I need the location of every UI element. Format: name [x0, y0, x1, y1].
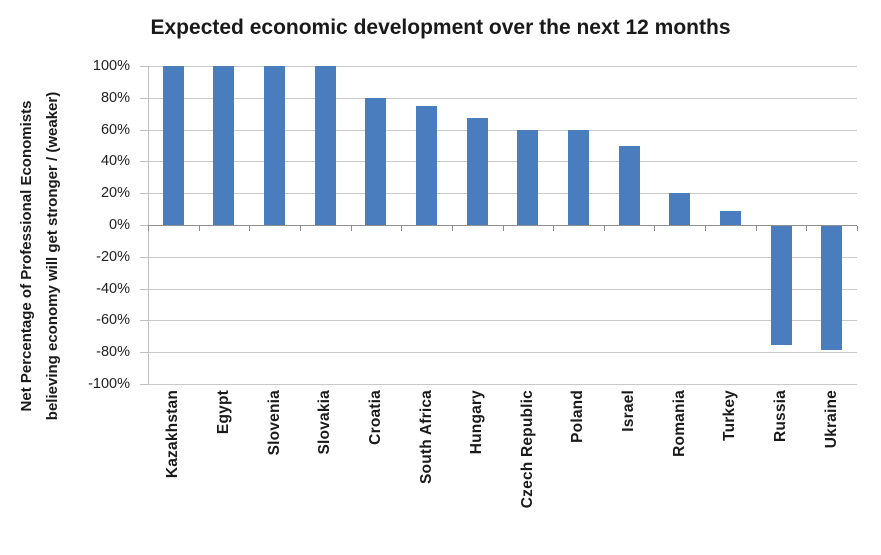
gridline: [148, 193, 857, 195]
x-axis-tick: [553, 226, 554, 231]
zero-axis-line: [148, 225, 857, 226]
bar-poland: [567, 129, 589, 225]
x-category-cell: Poland: [553, 390, 604, 548]
y-tick-label: 20%: [100, 185, 130, 202]
bar-south-africa: [416, 105, 438, 225]
y-axis-tick: [140, 129, 148, 131]
x-category-cell: Slovenia: [249, 390, 300, 548]
gridline: [148, 384, 857, 385]
gridline: [148, 320, 857, 322]
x-axis-tick: [857, 226, 858, 231]
y-tick-label: -20%: [96, 248, 130, 265]
y-axis-tick: [140, 193, 148, 195]
x-category-label-south-africa: South Africa: [417, 390, 435, 484]
x-axis-tick: [249, 226, 250, 231]
x-category-label-poland: Poland: [569, 390, 587, 443]
y-tick-label: -100%: [88, 376, 130, 392]
bar-romania: [669, 193, 691, 225]
x-axis-tick: [806, 226, 807, 231]
x-category-label-slovakia: Slovakia: [316, 390, 334, 455]
gridline: [148, 256, 857, 258]
y-axis-tick: [140, 384, 148, 385]
bar-russia: [770, 226, 792, 346]
x-axis-tick: [401, 226, 402, 231]
x-category-cell: Romania: [654, 390, 705, 548]
x-category-cell: Israel: [604, 390, 655, 548]
y-axis-tick: [140, 66, 148, 67]
bar-egypt: [213, 66, 235, 225]
bar-slovenia: [264, 66, 286, 225]
x-axis-tick: [705, 226, 706, 231]
x-axis-tick: [351, 226, 352, 231]
y-axis-tick: [140, 320, 148, 322]
gridline: [148, 161, 857, 163]
x-category-cell: South Africa: [401, 390, 452, 548]
x-category-cell: Ukraine: [806, 390, 857, 548]
gridline: [148, 97, 857, 99]
y-axis-tick-labels: 100% 80% 60% 40% 20% 0% -20% -40% -60% -80% -100%: [0, 58, 130, 392]
bar-ukraine: [821, 226, 843, 351]
x-category-cell: Hungary: [452, 390, 503, 548]
y-axis-tick: [140, 161, 148, 163]
x-axis-tick: [756, 226, 757, 231]
bar-hungary: [466, 118, 488, 225]
bar-slovakia: [314, 66, 336, 225]
x-category-cell: Kazakhstan: [148, 390, 199, 548]
y-tick-label: 40%: [100, 153, 130, 170]
x-category-cell: Czech Republic: [503, 390, 554, 548]
x-category-cell: Slovakia: [300, 390, 351, 548]
x-category-label-hungary: Hungary: [468, 390, 486, 455]
x-category-label-romania: Romania: [670, 390, 688, 457]
y-tick-label: -60%: [96, 312, 130, 329]
y-tick-label: -80%: [96, 344, 130, 361]
x-category-label-czech-republic: Czech Republic: [518, 390, 536, 509]
x-axis-tick: [604, 226, 605, 231]
bar-kazakhstan: [162, 66, 184, 225]
y-tick-label: 100%: [92, 58, 130, 74]
bar-turkey: [719, 210, 741, 225]
x-category-label-turkey: Turkey: [721, 390, 739, 441]
gridline: [148, 352, 857, 354]
y-axis-tick: [140, 288, 148, 290]
x-category-label-russia: Russia: [772, 390, 790, 443]
bar-israel: [618, 145, 640, 225]
y-tick-label: -40%: [96, 280, 130, 297]
gridline: [148, 66, 857, 67]
x-category-label-ukraine: Ukraine: [822, 390, 840, 449]
x-category-cell: Russia: [756, 390, 807, 548]
y-axis-tick: [140, 225, 148, 226]
x-axis-tick: [199, 226, 200, 231]
bar-czech-republic: [517, 129, 539, 225]
y-tick-label: 60%: [100, 121, 130, 138]
x-axis-tick: [503, 226, 504, 231]
x-category-label-slovenia: Slovenia: [265, 390, 283, 456]
x-category-label-croatia: Croatia: [366, 390, 384, 445]
y-axis-tick: [140, 352, 148, 354]
gridline: [148, 129, 857, 131]
bar-croatia: [365, 97, 387, 225]
x-axis-tick: [654, 226, 655, 231]
x-axis-tick: [452, 226, 453, 231]
y-tick-label: 0%: [109, 217, 130, 233]
plot-area: [140, 66, 858, 385]
x-category-cell: Turkey: [705, 390, 756, 548]
x-category-cell: Croatia: [351, 390, 402, 548]
y-axis-tick: [140, 256, 148, 258]
chart-title: Expected economic development over the n…: [150, 16, 731, 39]
x-category-label-kazakhstan: Kazakhstan: [164, 390, 182, 479]
gridline: [148, 288, 857, 290]
x-axis-category-labels: Kazakhstan Egypt Slovenia Slovakia Croatia So…: [148, 390, 857, 550]
x-category-cell: Egypt: [199, 390, 250, 548]
x-category-label-egypt: Egypt: [214, 390, 232, 435]
x-axis-tick: [148, 226, 149, 231]
x-category-label-israel: Israel: [620, 390, 638, 432]
x-axis-tick: [300, 226, 301, 231]
y-axis-tick: [140, 97, 148, 99]
y-tick-label: 80%: [100, 89, 130, 106]
